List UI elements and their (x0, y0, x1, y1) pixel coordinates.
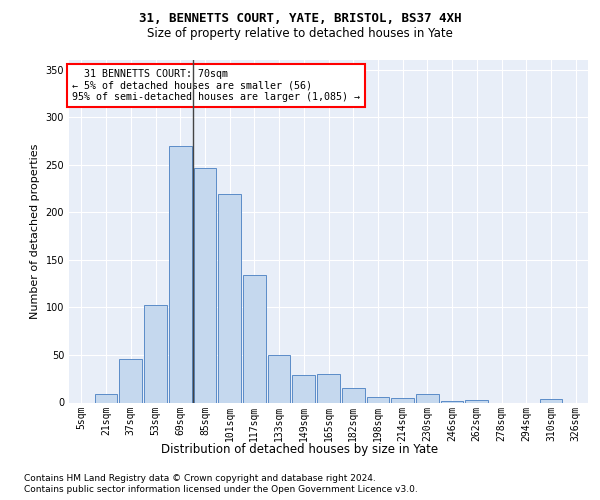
Bar (95, 394, 118, 402)
Bar (169, 146, 191, 402)
Text: 31, BENNETTS COURT, YATE, BRISTOL, BS37 4XH: 31, BENNETTS COURT, YATE, BRISTOL, BS37 … (139, 12, 461, 26)
Bar (218, 194, 241, 402)
Bar (416, 394, 439, 402)
Bar (194, 168, 216, 402)
Bar (466, 400, 488, 402)
Bar (317, 374, 340, 402)
Bar (539, 398, 562, 402)
Bar (144, 304, 167, 402)
Bar (243, 275, 266, 402)
Bar (391, 398, 414, 402)
Bar (441, 400, 463, 402)
Y-axis label: Number of detached properties: Number of detached properties (30, 144, 40, 319)
Text: Distribution of detached houses by size in Yate: Distribution of detached houses by size … (161, 442, 439, 456)
Bar (268, 355, 290, 403)
Bar (119, 358, 142, 403)
Bar (292, 375, 315, 402)
Bar (367, 397, 389, 402)
Text: Contains public sector information licensed under the Open Government Licence v3: Contains public sector information licen… (24, 485, 418, 494)
Bar (342, 388, 365, 402)
Text: Size of property relative to detached houses in Yate: Size of property relative to detached ho… (147, 28, 453, 40)
Text: Contains HM Land Registry data © Crown copyright and database right 2024.: Contains HM Land Registry data © Crown c… (24, 474, 376, 483)
Text: 31 BENNETTS COURT: 70sqm  
← 5% of detached houses are smaller (56)
95% of semi-: 31 BENNETTS COURT: 70sqm ← 5% of detache… (71, 68, 359, 102)
